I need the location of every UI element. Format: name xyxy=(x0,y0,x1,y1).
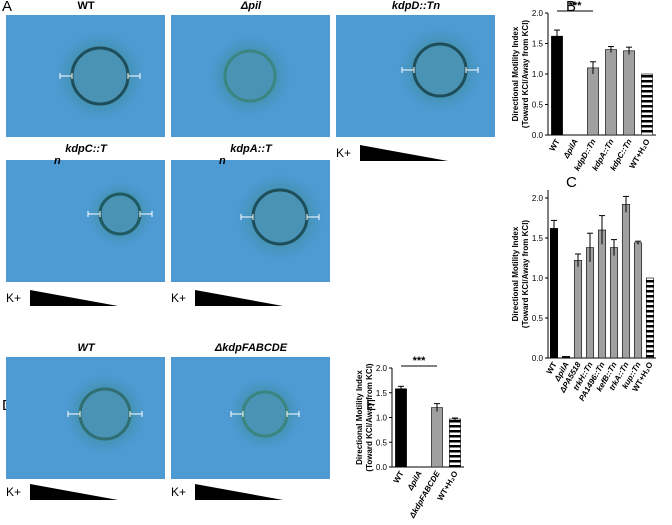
significance-label: *** xyxy=(413,355,427,367)
y-axis-label: (Toward KCl/Away from KCl) xyxy=(521,220,530,328)
bar xyxy=(561,356,571,359)
bar xyxy=(609,247,619,359)
y-tick-label: 1.5 xyxy=(532,234,544,243)
y-axis-label: Directional Motility Index xyxy=(511,226,520,321)
y-tick-label: 1.5 xyxy=(376,389,388,398)
x-tick-label: ΔpilA xyxy=(561,137,580,160)
gradient-label: K+ xyxy=(6,291,21,305)
gradient-label: K+ xyxy=(336,146,351,160)
gradient-triangle xyxy=(195,484,283,500)
colony-ring xyxy=(98,192,142,236)
photo-label: n xyxy=(219,155,226,167)
gradient-label: K+ xyxy=(171,485,186,499)
gradient-triangle xyxy=(195,290,283,306)
y-axis-label: (Toward KCl/Away from KCl) xyxy=(365,363,374,471)
photo-label: kdpA::T xyxy=(230,143,273,155)
colony-ring xyxy=(241,390,289,438)
y-tick-label: 0.0 xyxy=(532,131,544,140)
photo-label: kdpC::T xyxy=(65,143,108,155)
photo-label: WT xyxy=(77,0,94,12)
bar xyxy=(645,277,655,359)
x-tick-label: ΔpilA xyxy=(405,469,424,492)
colony-ring xyxy=(70,46,130,106)
gradient-triangle xyxy=(30,484,118,500)
bar xyxy=(623,50,635,136)
bar xyxy=(551,35,563,136)
x-tick-label: WT xyxy=(548,137,562,152)
gradient-label: K+ xyxy=(6,485,21,499)
y-tick-label: 0.5 xyxy=(532,101,544,110)
bar xyxy=(633,242,643,359)
colony-ring xyxy=(223,49,277,103)
y-tick-label: 0.0 xyxy=(376,463,388,472)
y-tick-label: 1.0 xyxy=(532,274,544,283)
photo-label: Δpil xyxy=(240,0,262,12)
bar xyxy=(549,228,559,359)
panel-letter: A xyxy=(2,0,12,15)
photo-label: n xyxy=(54,155,61,167)
bar xyxy=(641,73,653,136)
y-tick-label: 1.5 xyxy=(532,40,544,49)
y-axis-label: Directional Motility Index xyxy=(511,26,520,121)
panel-letter: C xyxy=(566,174,577,191)
colony-ring xyxy=(412,42,468,98)
gradient-label: K+ xyxy=(171,291,186,305)
y-tick-label: 2.0 xyxy=(532,9,544,18)
y-tick-label: 0.0 xyxy=(532,354,544,363)
bar xyxy=(431,407,443,468)
y-axis-label: (Toward KCl/Away from KCl) xyxy=(521,20,530,128)
colony-ring xyxy=(78,387,132,441)
panel-letter: E xyxy=(366,397,376,414)
colony-ring xyxy=(251,188,309,246)
bar xyxy=(585,247,595,359)
gradient-triangle xyxy=(360,145,448,161)
photo-label: ΔkdpFABCDE xyxy=(214,342,288,354)
bar xyxy=(605,49,617,136)
y-axis-label: Directional Motility Index xyxy=(355,370,364,465)
gradient-triangle xyxy=(30,290,118,306)
panel-letter: B xyxy=(566,0,576,15)
y-tick-label: 2.0 xyxy=(376,364,388,373)
bar xyxy=(395,388,407,468)
x-tick-label: WT xyxy=(392,469,406,484)
y-tick-label: 1.0 xyxy=(532,70,544,79)
bar xyxy=(587,67,599,136)
bar xyxy=(573,260,583,359)
bar xyxy=(621,204,631,359)
bar xyxy=(597,229,607,359)
y-tick-label: 0.5 xyxy=(376,438,388,447)
y-tick-label: 0.5 xyxy=(532,314,544,323)
photo-label: kdpD::Tn xyxy=(392,0,441,12)
significance-label: *** xyxy=(569,0,583,12)
bar xyxy=(449,418,461,468)
y-tick-label: 1.0 xyxy=(376,414,388,423)
y-tick-label: 2.0 xyxy=(532,194,544,203)
photo-label: WT xyxy=(77,342,95,354)
